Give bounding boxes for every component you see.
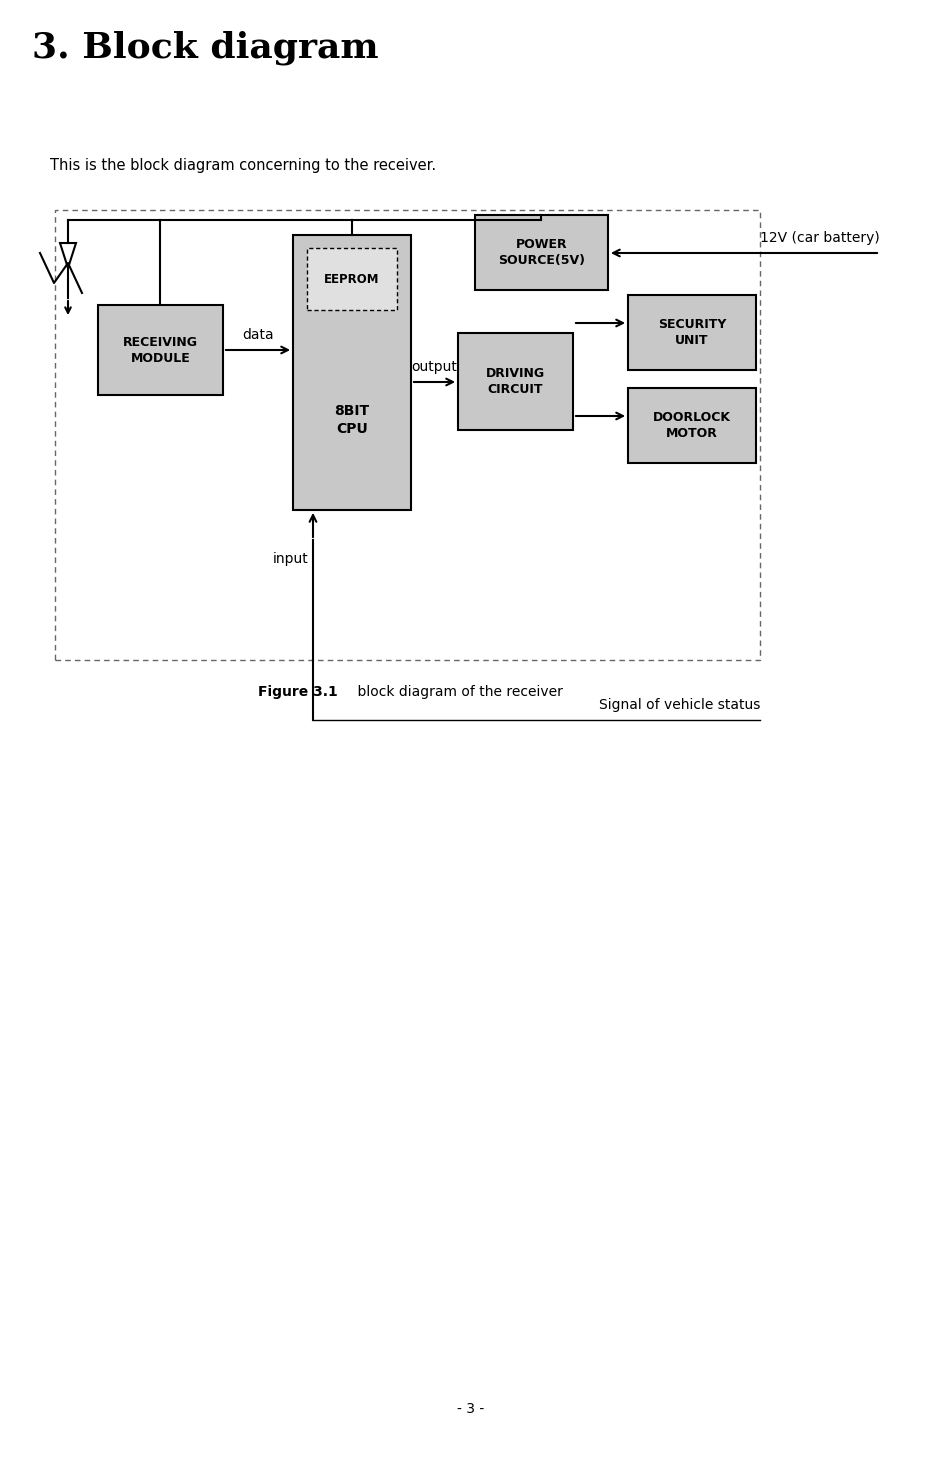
Text: This is the block diagram concerning to the receiver.: This is the block diagram concerning to … bbox=[50, 157, 436, 174]
Text: 8BIT
CPU: 8BIT CPU bbox=[334, 404, 369, 436]
Text: 12V (car battery): 12V (car battery) bbox=[760, 230, 880, 245]
Text: block diagram of the receiver: block diagram of the receiver bbox=[340, 685, 563, 698]
Text: Figure 3.1: Figure 3.1 bbox=[258, 685, 338, 698]
Bar bbox=[98, 305, 223, 395]
Bar bbox=[307, 248, 397, 311]
Bar bbox=[55, 210, 760, 660]
Text: RECEIVING
MODULE: RECEIVING MODULE bbox=[123, 335, 198, 364]
Bar bbox=[293, 235, 411, 510]
Bar bbox=[628, 295, 756, 370]
Text: EEPROM: EEPROM bbox=[324, 273, 380, 286]
Bar bbox=[475, 214, 608, 290]
Text: DOORLOCK
MOTOR: DOORLOCK MOTOR bbox=[653, 411, 731, 440]
Text: SECURITY
UNIT: SECURITY UNIT bbox=[658, 318, 726, 347]
Text: input: input bbox=[272, 553, 308, 566]
Text: output: output bbox=[412, 360, 458, 375]
Bar bbox=[458, 332, 573, 430]
Text: - 3 -: - 3 - bbox=[458, 1403, 484, 1416]
Text: Signal of vehicle status: Signal of vehicle status bbox=[598, 698, 760, 712]
Text: DRIVING
CIRCUIT: DRIVING CIRCUIT bbox=[486, 367, 545, 397]
Text: POWER
SOURCE(5V): POWER SOURCE(5V) bbox=[498, 238, 585, 267]
Text: 3. Block diagram: 3. Block diagram bbox=[32, 31, 379, 64]
Text: data: data bbox=[242, 328, 274, 343]
Bar bbox=[628, 388, 756, 464]
Polygon shape bbox=[60, 243, 76, 268]
